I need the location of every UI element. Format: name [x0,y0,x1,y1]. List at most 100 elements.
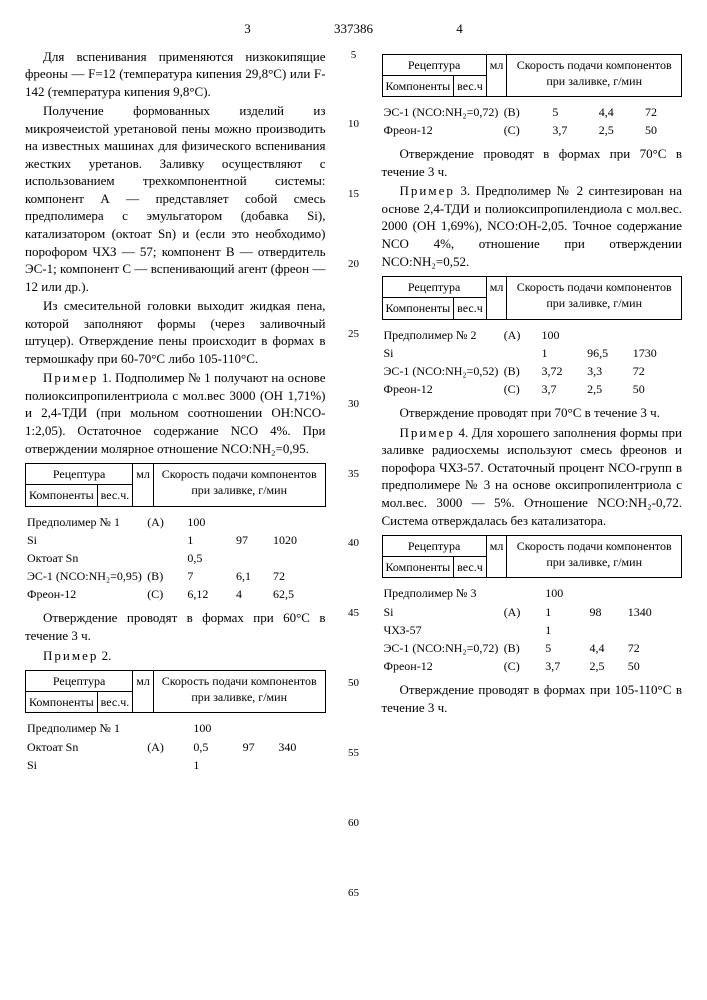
th: Скорость подачи компонентов при заливке,… [507,54,682,96]
paragraph: Пример 3. Предполимер № 2 синтезирован н… [382,182,683,270]
example-number: 4. [458,425,468,440]
th: вес.ч [454,298,487,319]
table-cell: Предполимер № 2 [382,326,502,344]
table-cell: ЭС-1 (NCO:NH₂=0,52) [382,362,502,380]
page-header: 3 337386 4 [25,20,682,38]
th: Рецептура [26,464,133,485]
th: мл [133,671,154,713]
paragraph: Пример 1. Подполимер № 1 получают на осн… [25,369,326,457]
table-row: Si196,51730 [382,344,683,362]
table-cell: 100 [191,719,240,737]
recipe-body-2b: ЭС-1 (NCO:NH₂=0,72)(В)54,472Фреон-12(С)3… [382,103,683,139]
table-cell: 3,3 [585,362,631,380]
th: мл [486,54,507,96]
table-row: ЭС-1 (NCO:NH₂=0,95)(В)76,172 [25,567,326,585]
th: Рецептура [382,54,486,75]
table-cell [585,326,631,344]
table-cell: 72 [626,639,682,657]
line-number: 55 [344,746,364,761]
table-cell: 72 [631,362,682,380]
table-cell: 50 [631,380,682,398]
table-cell: (А) [145,513,185,531]
left-column: Для вспенивания применяются низкокипящие… [25,48,326,956]
table-row: Фреон-12(С)3,72,550 [382,380,683,398]
patent-number: 337386 [334,21,373,36]
table-cell: Предполимер № 1 [25,719,145,737]
table-row: Октоат Sn(А)0,597340 [25,738,326,756]
table-cell: 62,5 [271,585,326,603]
table-row: Предполимер № 3100 [382,584,683,602]
recipe-table-3: Рецептура мл Скорость подачи компонентов… [382,276,683,319]
table-row: Предполимер № 1(А)100 [25,513,326,531]
paragraph: Пример 2. [25,647,326,665]
table-cell [145,531,185,549]
table-cell: 3,7 [539,380,585,398]
table-row: Предполимер № 2(А)100 [382,326,683,344]
paragraph: Отверждение проводят в формах при 70°С в… [382,145,683,180]
line-number: 35 [344,467,364,482]
table-cell: 340 [276,738,325,756]
table-cell: 50 [643,121,682,139]
table-row: Фреон-12(С)3,72,550 [382,657,683,675]
table-cell: 72 [271,567,326,585]
recipe-table-2: Рецептура мл Скорость подачи компонентов… [25,670,326,713]
line-number: 5 [344,48,364,63]
table-row: Октоат Sn0,5 [25,549,326,567]
line-number: 20 [344,257,364,272]
table-cell [502,344,540,362]
table-cell: ЭС-1 (NCO:NH₂=0,95) [25,567,145,585]
table-cell: 6,12 [185,585,234,603]
th: Скорость подачи компонентов при заливке,… [153,464,325,506]
line-number: 30 [344,397,364,412]
paragraph: Отверждение проводят в формах при 60°С в… [25,609,326,644]
th: мл [486,536,507,578]
th: Скорость подачи компонентов при заливке,… [507,277,682,319]
table-cell: Si [25,756,145,774]
th: вес.ч [454,75,487,96]
columns: Для вспенивания применяются низкокипящие… [25,48,682,956]
table-cell [271,549,326,567]
recipe-body-1: Предполимер № 1(А)100Si1971020Октоат Sn0… [25,513,326,604]
table-cell: 3,7 [550,121,596,139]
table-cell: ЧХЗ-57 [382,621,502,639]
table-cell: 1 [543,603,587,621]
table-cell [241,756,277,774]
th: вес.ч [454,557,487,578]
table-cell: 96,5 [585,344,631,362]
table-cell [626,584,682,602]
table-cell: 4,4 [597,103,643,121]
table-row: ЭС-1 (NCO:NH₂=0,72)(В)54,472 [382,639,683,657]
paragraph: Отверждение проводят при 70°С в течение … [382,404,683,422]
th: Компоненты [382,298,454,319]
table-cell [271,513,326,531]
table-cell [587,584,625,602]
example-label: Пример [43,370,98,385]
table-cell: 1020 [271,531,326,549]
table-cell: 3,72 [539,362,585,380]
table-row: Фреон-12(С)6,12462,5 [25,585,326,603]
table-cell: 4 [234,585,271,603]
table-cell: 50 [626,657,682,675]
table-cell: (А) [502,326,540,344]
table-row: ЭС-1 (NCO:NH₂=0,72)(В)54,472 [382,103,683,121]
th: Компоненты [26,485,98,506]
table-cell: 3,7 [543,657,587,675]
line-number: 60 [344,816,364,831]
table-cell: 6,1 [234,567,271,585]
table-cell: Si [25,531,145,549]
table-cell: Si [382,344,502,362]
table-cell [234,513,271,531]
th: Компоненты [26,692,98,713]
paragraph: Отверждение проводят в формах при 105-11… [382,681,683,716]
table-cell [631,326,682,344]
table-row: Предполимер № 1 100 [25,719,326,737]
table-cell [502,584,544,602]
line-number: 40 [344,536,364,551]
table-cell: Фреон-12 [382,657,502,675]
table-cell: Фреон-12 [25,585,145,603]
recipe-table-2b: Рецептура мл Скорость подачи компонентов… [382,54,683,97]
table-cell [145,719,191,737]
table-cell [626,621,682,639]
table-row: Si(А)1981340 [382,603,683,621]
th: Рецептура [382,536,486,557]
